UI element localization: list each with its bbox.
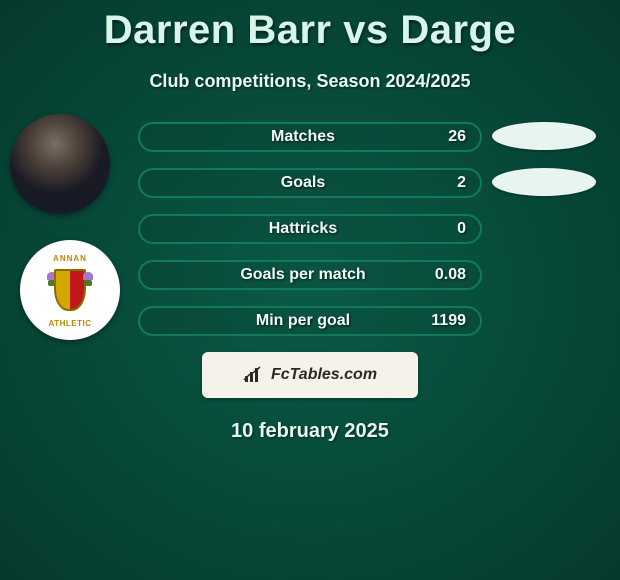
stat-label: Hattricks [140,220,426,238]
player1-avatar [10,114,110,214]
stats-bars: Matches 26 Goals 2 Hattricks 0 Goals per… [138,122,482,336]
stat-row-goals-per-match: Goals per match 0.08 [138,260,482,290]
stat-row-hattricks: Hattricks 0 [138,214,482,244]
page-title: Darren Barr vs Darge [0,0,620,53]
stat-row-goals: Goals 2 [138,168,482,198]
player2-club-crest: ANNAN ATHLETIC [20,240,120,340]
bar-chart-icon [243,366,265,384]
annan-crest: ANNAN ATHLETIC [40,250,100,330]
stat-label: Goals per match [140,266,426,284]
comparison-content: ANNAN ATHLETIC Matches 26 Goals 2 Hattri… [0,122,620,336]
comparison-ellipse [492,122,596,150]
right-ellipse-column [492,122,602,218]
date-text: 10 february 2025 [0,420,620,443]
thistle-icon [82,272,94,286]
stat-label: Matches [140,128,426,146]
stat-label: Min per goal [140,312,426,330]
stat-value: 0 [426,220,466,238]
left-avatar-column: ANNAN ATHLETIC [10,114,125,340]
stat-value: 26 [426,128,466,146]
crest-text-bottom: ATHLETIC [49,319,92,328]
footer-text: FcTables.com [271,366,377,384]
stat-row-matches: Matches 26 [138,122,482,152]
stat-label: Goals [140,174,426,192]
stat-row-min-per-goal: Min per goal 1199 [138,306,482,336]
stat-value: 0.08 [426,266,466,284]
comparison-ellipse [492,168,596,196]
crest-text-top: ANNAN [53,254,87,263]
footer-attribution[interactable]: FcTables.com [202,352,418,398]
subtitle: Club competitions, Season 2024/2025 [0,71,620,92]
stat-value: 1199 [426,312,466,330]
stat-value: 2 [426,174,466,192]
